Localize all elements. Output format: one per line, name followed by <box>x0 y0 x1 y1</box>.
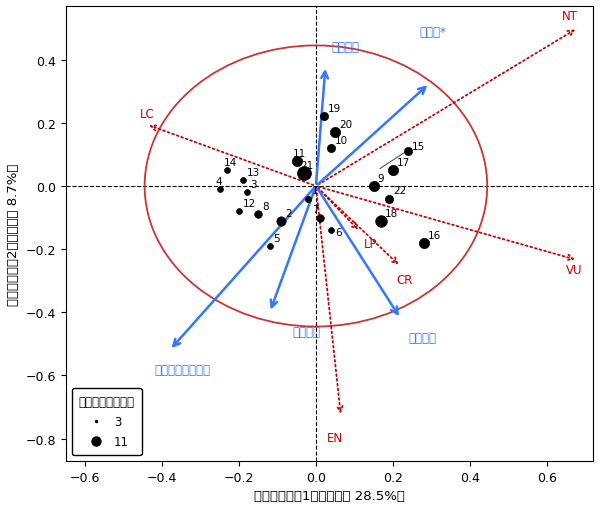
Point <box>326 227 336 235</box>
Point <box>304 195 313 203</box>
Point <box>238 176 248 184</box>
Point <box>384 195 394 203</box>
Text: 20: 20 <box>339 120 352 130</box>
Point <box>377 217 386 225</box>
Point <box>253 211 263 219</box>
Text: VU: VU <box>566 264 583 277</box>
Point <box>319 113 328 121</box>
Point <box>419 239 428 247</box>
Y-axis label: 冗長性分析第2軸（説明力 8.7%）: 冗長性分析第2軸（説明力 8.7%） <box>7 163 20 305</box>
Point <box>403 148 413 156</box>
Text: EN: EN <box>327 431 343 444</box>
Text: 22: 22 <box>393 186 406 196</box>
Point <box>315 214 325 222</box>
Text: 4: 4 <box>216 177 223 187</box>
Point <box>234 208 244 216</box>
Text: 17: 17 <box>397 158 410 167</box>
Legend: 3, 11: 3, 11 <box>71 388 142 455</box>
Text: 12: 12 <box>243 199 256 209</box>
Text: 2: 2 <box>285 208 292 218</box>
Text: 6: 6 <box>335 227 342 237</box>
Text: 15: 15 <box>412 142 425 152</box>
Text: 人口密度: 人口密度 <box>293 325 321 338</box>
Text: 10: 10 <box>335 136 348 146</box>
Point <box>326 145 336 153</box>
Text: 7: 7 <box>312 205 319 215</box>
Point <box>223 167 232 175</box>
Point <box>331 129 340 137</box>
Point <box>242 189 251 197</box>
Text: 非水田農地率＊＊: 非水田農地率＊＊ <box>154 363 210 376</box>
Point <box>299 170 309 178</box>
Point <box>388 167 398 175</box>
Text: 19: 19 <box>328 104 341 114</box>
Point <box>292 157 301 165</box>
Text: 16: 16 <box>428 230 441 240</box>
X-axis label: 冗長性分析第1軸（説明力 28.5%）: 冗長性分析第1軸（説明力 28.5%） <box>254 489 405 502</box>
Text: 9: 9 <box>377 174 384 183</box>
Point <box>215 186 224 194</box>
Text: 14: 14 <box>224 158 237 167</box>
Text: LC: LC <box>140 107 154 121</box>
Text: 11: 11 <box>293 148 306 158</box>
Text: 森林率*: 森林率* <box>420 25 447 39</box>
Point <box>265 242 275 250</box>
Text: LP: LP <box>364 237 377 250</box>
Text: 8: 8 <box>262 202 269 212</box>
Text: 18: 18 <box>385 208 398 218</box>
Text: 13: 13 <box>247 167 260 177</box>
Text: 3: 3 <box>250 180 257 190</box>
Text: 5: 5 <box>274 234 280 243</box>
Text: 21: 21 <box>301 161 314 171</box>
Point <box>369 183 379 191</box>
Point <box>277 217 286 225</box>
Text: 溶存酸素: 溶存酸素 <box>331 41 359 54</box>
Text: 懸濁物質: 懸濁物質 <box>408 332 436 345</box>
Text: NT: NT <box>562 10 578 23</box>
Text: 1: 1 <box>312 186 319 196</box>
Text: CR: CR <box>397 273 413 286</box>
